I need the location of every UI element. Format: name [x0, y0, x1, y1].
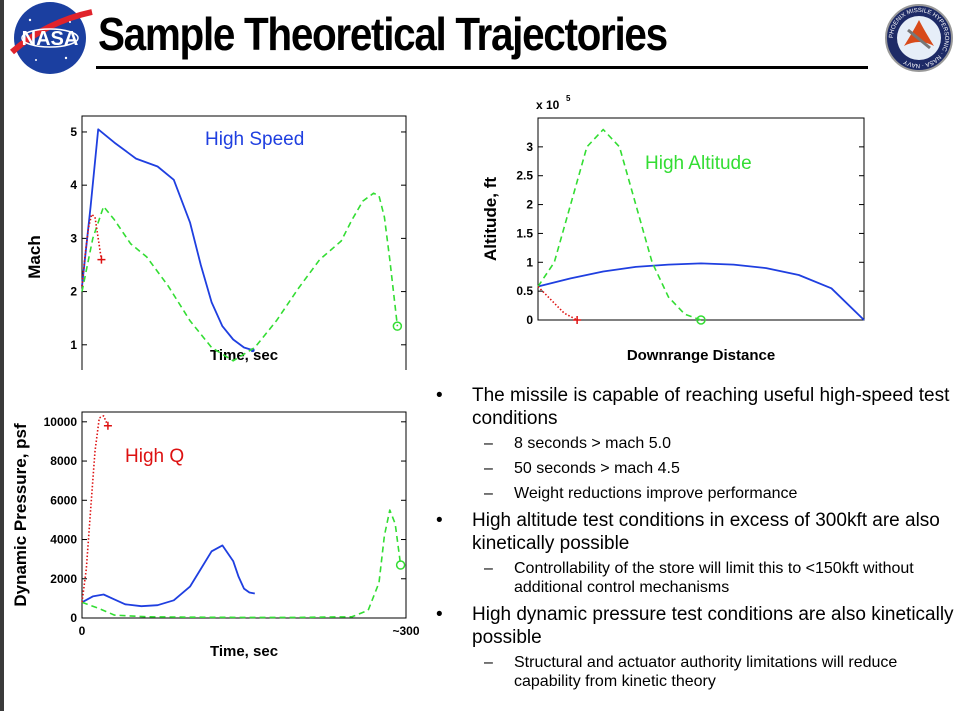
sub-bullet-text: 50 seconds > mach 4.5	[514, 460, 680, 477]
chart-annotation: High Altitude	[645, 153, 752, 174]
title-underline	[96, 66, 868, 69]
y-tick-label: 2.5	[516, 169, 533, 183]
x-axis-label: Time, sec	[210, 643, 278, 660]
y-tick-label: 2000	[50, 572, 77, 586]
y-axis-label: Mach	[25, 235, 44, 278]
sub-bullet-text: Controllability of the store will limit …	[514, 560, 914, 596]
y-tick-label: 0	[526, 313, 533, 327]
y-tick-label: 3	[70, 231, 77, 245]
y-tick-label: 4000	[50, 533, 77, 547]
y-multiplier-exp: 5	[566, 94, 571, 103]
y-tick-label: 2	[526, 198, 533, 212]
sub-bullet: – Controllability of the store will limit…	[484, 560, 914, 596]
bullet-text: The missile is capable of reaching usefu…	[472, 385, 950, 429]
y-multiplier: x 10	[536, 98, 560, 112]
sub-bullet-text: 8 seconds > mach 5.0	[514, 435, 671, 452]
y-tick-label: 6000	[50, 493, 77, 507]
end-marker-plus	[97, 255, 106, 264]
slide-edge-strip	[0, 0, 4, 711]
y-axis-label: Dynamic Pressure, psf	[11, 423, 30, 607]
y-tick-label: 8000	[50, 454, 77, 468]
y-axis-label: Altitude, ft	[481, 177, 500, 261]
plot-frame	[537, 117, 865, 321]
bullet-text: High dynamic pressure test conditions ar…	[472, 604, 954, 648]
y-tick-label: 4	[70, 178, 77, 192]
series-line-green	[537, 128, 702, 321]
y-tick-label: 1.5	[516, 226, 533, 240]
page-title: Sample Theoretical Trajectories	[98, 8, 668, 60]
bullet-list: • The missile is capable of reaching usef…	[430, 384, 954, 697]
x-tick-label: ~300	[392, 624, 419, 638]
chart-annotation: High Speed	[205, 129, 304, 150]
sub-bullet-text: Structural and actuator authority limita…	[514, 654, 898, 690]
y-tick-label: 0.5	[516, 284, 533, 298]
bullet-altitude: • High altitude test conditions in excess…	[436, 510, 940, 554]
plot-frame	[81, 411, 407, 619]
bullet-speed: • The missile is capable of reaching usef…	[436, 385, 950, 429]
chart-annotation: High Q	[125, 446, 184, 467]
end-marker-plus	[573, 316, 582, 324]
nasa-logo-icon: NASA	[10, 2, 93, 74]
x-axis-label: Time, sec	[210, 347, 278, 364]
dynamic-pressure-chart: 0 2000 4000 6000 8000 10000 0 ~300 Time, sec Dyna…	[11, 411, 420, 660]
altitude-chart: 0 0.5 1 1.5 2 2.5 3 Downrange Distance Altitude,…	[481, 94, 865, 364]
series-line-red	[81, 213, 103, 287]
y-tick-label: 10000	[44, 415, 78, 429]
sub-bullet-text: Weight reductions improve performance	[514, 485, 798, 502]
sub-bullet: –8 seconds > mach 5.0	[484, 435, 671, 452]
series-line-blue	[81, 128, 253, 351]
y-tick-label: 2	[70, 285, 77, 299]
series-line-blue	[537, 262, 865, 321]
series-line-green	[81, 192, 399, 362]
sub-bullet: – Structural and actuator authority limit…	[484, 654, 898, 690]
nasa-logo-text: NASA	[22, 28, 79, 50]
y-tick-label: 3	[526, 140, 533, 154]
y-tick-label: 1	[526, 255, 533, 269]
bullet-text: High altitude test conditions in excess …	[472, 510, 940, 554]
sub-bullet: – Weight reductions improve performance	[484, 485, 798, 502]
y-tick-label: 1	[70, 338, 77, 352]
end-marker-plus	[103, 421, 112, 430]
x-axis-label: Downrange Distance	[627, 347, 775, 364]
x-tick-label: 0	[79, 624, 86, 638]
bullet-pressure: • High dynamic pressure test conditions a…	[436, 604, 954, 648]
sub-bullet: –50 seconds > mach 4.5	[484, 460, 680, 477]
series-line-blue	[81, 544, 255, 608]
y-tick-label: 0	[70, 611, 77, 625]
series-line-red	[81, 415, 109, 603]
end-marker-circle	[392, 321, 403, 331]
series-line-green	[81, 509, 402, 619]
y-tick-label: 5	[70, 125, 77, 139]
phoenix-seal-icon: PHOENIX MISSILE HYPERSONIC · NASA · NAVY	[885, 4, 953, 72]
end-marker-circle	[696, 315, 706, 325]
end-marker-circle	[395, 560, 406, 570]
